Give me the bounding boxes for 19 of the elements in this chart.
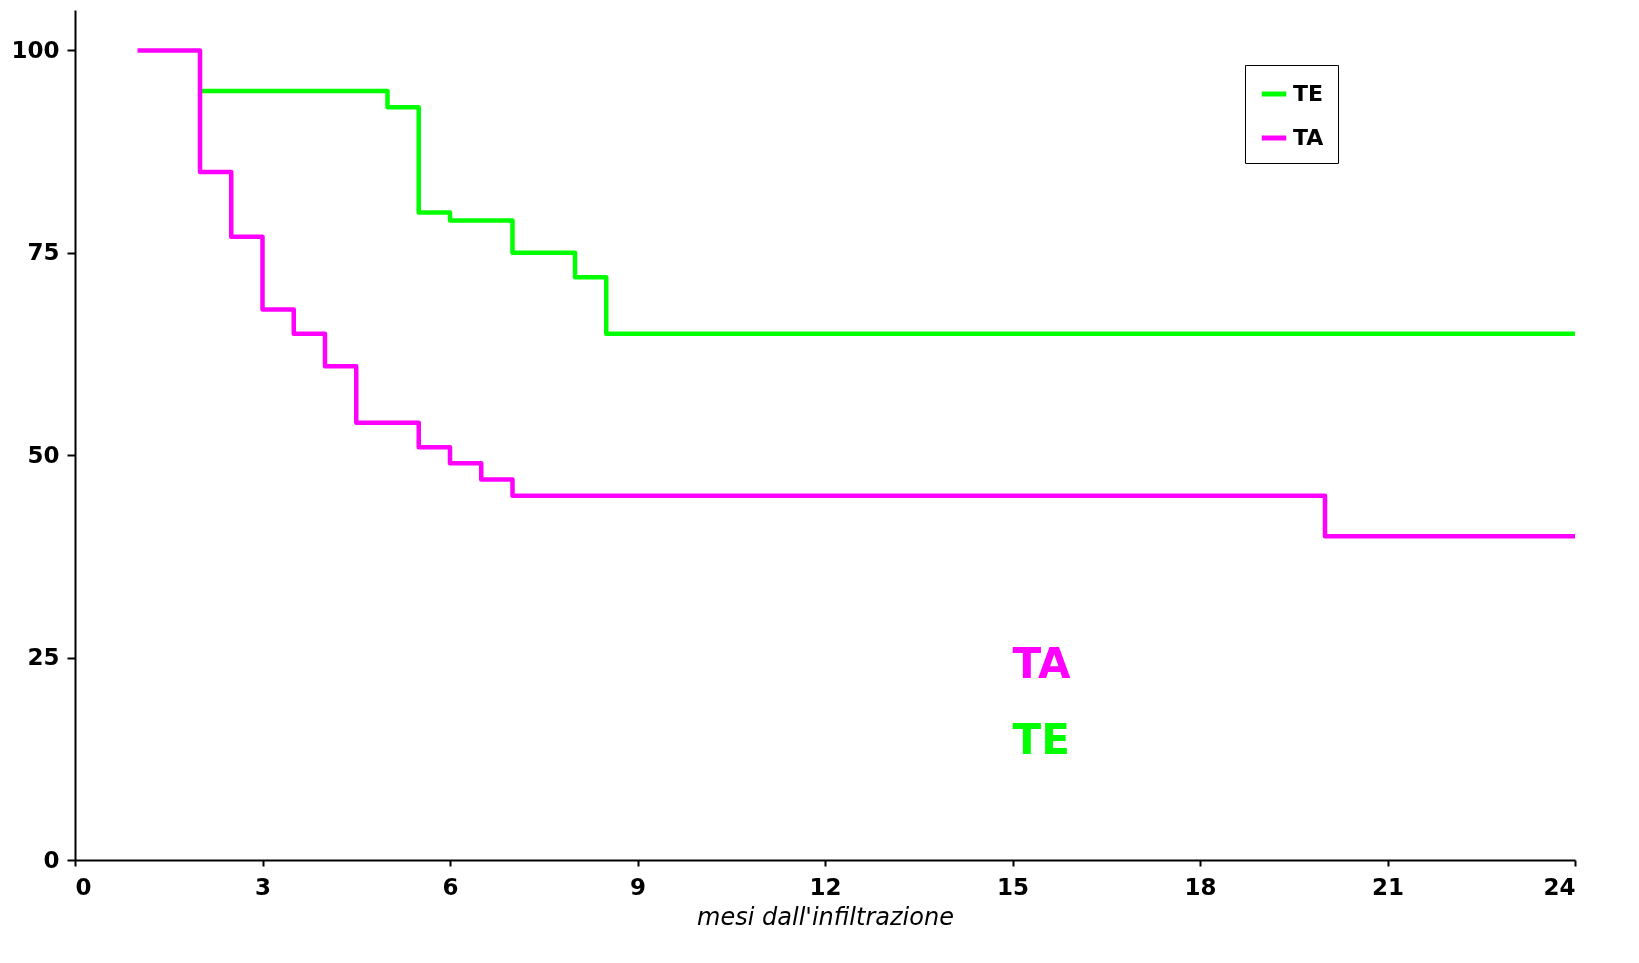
y-tick-label: 25 — [27, 644, 60, 671]
x-tick-label: 0 — [75, 873, 92, 900]
y-tick-label: 0 — [43, 846, 60, 873]
legend-label: TE — [1293, 81, 1324, 106]
x-tick-label: 18 — [1184, 873, 1217, 900]
annotation: TE — [1012, 714, 1070, 764]
annotation: TA — [1012, 638, 1071, 688]
x-tick-label: 9 — [629, 873, 647, 900]
x-tick-label: 24 — [1543, 873, 1576, 900]
x-tick-label: 6 — [442, 873, 459, 900]
x-axis-title: mesi dall'infiltrazione — [697, 902, 954, 931]
x-tick-label: 15 — [996, 873, 1030, 900]
x-tick-label: 21 — [1371, 873, 1405, 900]
y-tick-label: 100 — [11, 36, 60, 63]
legend-label: TA — [1293, 125, 1324, 150]
y-tick-label: 50 — [27, 441, 60, 468]
x-tick-label: 3 — [254, 873, 272, 900]
x-tick-label: 12 — [809, 873, 842, 900]
y-tick-label: 75 — [27, 239, 60, 266]
